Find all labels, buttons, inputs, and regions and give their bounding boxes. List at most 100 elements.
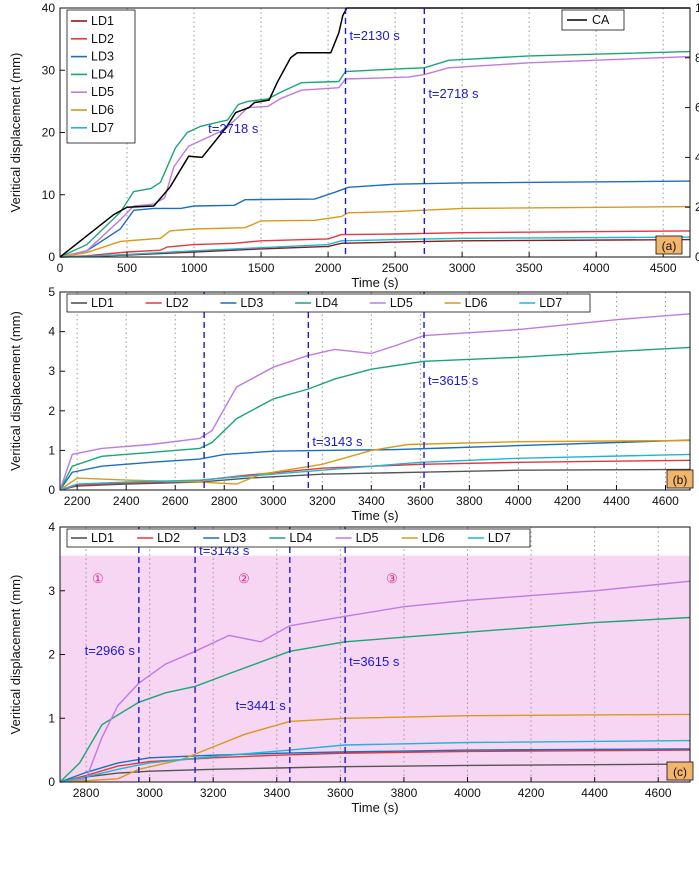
legend: LD1 LD2 LD3 LD4 LD5 LD6 LD7 bbox=[66, 528, 531, 548]
y-tick-label: 10 bbox=[42, 188, 56, 202]
legend-entry: LD3 bbox=[240, 296, 263, 310]
panel-label: (b) bbox=[673, 473, 688, 487]
y2-tick-label: 80 bbox=[695, 51, 699, 65]
x-tick-label: 4000 bbox=[505, 494, 532, 508]
legend-entry: LD2 bbox=[166, 296, 189, 310]
legend-entry: LD5 bbox=[91, 85, 114, 99]
panel-1: 020406080100Centrifugal acceleration (mm… bbox=[8, 1, 699, 290]
x-tick-label: 2000 bbox=[315, 261, 342, 275]
event-label: t=3143 s bbox=[312, 434, 363, 449]
x-tick-label: 3800 bbox=[391, 786, 418, 800]
x-tick-label: 4400 bbox=[581, 786, 608, 800]
legend: LD1 LD2 LD3 LD4 LD5 LD6 LD7 bbox=[66, 293, 591, 313]
x-tick-label: 500 bbox=[117, 261, 137, 275]
x-tick-label: 4200 bbox=[554, 494, 581, 508]
legend-entry: LD3 bbox=[91, 50, 114, 64]
series-ld1 bbox=[59, 238, 691, 258]
legend-ca-label: CA bbox=[592, 13, 610, 27]
y-tick-label: 0 bbox=[48, 250, 55, 264]
x-tick-label: 0 bbox=[57, 261, 64, 275]
y2-tick-label: 20 bbox=[695, 200, 699, 214]
series-ld5 bbox=[59, 55, 691, 258]
legend-entry: LD1 bbox=[91, 14, 114, 28]
legend-entry: LD2 bbox=[91, 32, 114, 46]
y-axis-title: Veritical displacement (mm) bbox=[8, 575, 23, 735]
legend-entry: LD6 bbox=[91, 103, 114, 117]
series-ld6 bbox=[59, 713, 691, 783]
panel-label-box bbox=[666, 761, 694, 781]
series-ld7 bbox=[59, 236, 691, 258]
legend-entry: LD6 bbox=[422, 531, 445, 545]
x-tick-label: 3000 bbox=[449, 261, 476, 275]
x-axis-title: Time (s) bbox=[351, 275, 398, 290]
panel-label: (a) bbox=[662, 239, 677, 253]
series-ld4 bbox=[59, 346, 691, 491]
x-tick-label: 4600 bbox=[652, 494, 679, 508]
legend-entry: LD4 bbox=[315, 296, 338, 310]
y-tick-label: 30 bbox=[42, 63, 56, 77]
series-ca bbox=[59, 7, 690, 258]
x-tick-label: 3600 bbox=[327, 786, 354, 800]
x-tick-label: 2400 bbox=[113, 494, 140, 508]
x-tick-label: 4200 bbox=[518, 786, 545, 800]
event-label: t=3441 s bbox=[236, 698, 287, 713]
event-label: t=2966 s bbox=[85, 643, 136, 658]
x-tick-label: 4000 bbox=[583, 261, 610, 275]
legend-entry: LD3 bbox=[223, 531, 246, 545]
x-axis-title: Time (s) bbox=[351, 508, 398, 523]
legend-entry: LD4 bbox=[91, 67, 114, 81]
y2-tick-label: 100 bbox=[695, 1, 699, 15]
series-ld3 bbox=[59, 439, 691, 491]
y-axis-title: Veritical displacement (mm) bbox=[8, 311, 23, 471]
y-tick-label: 3 bbox=[48, 584, 55, 598]
series-ld6 bbox=[59, 439, 691, 491]
y-tick-label: 1 bbox=[48, 711, 55, 725]
y-tick-label: 40 bbox=[42, 1, 56, 15]
plot-frame bbox=[59, 291, 691, 491]
y-tick-label: 4 bbox=[48, 520, 55, 534]
legend-box bbox=[66, 9, 136, 144]
legend-entry: LD1 bbox=[91, 296, 114, 310]
stage-label: ① bbox=[92, 571, 104, 586]
series-ld5 bbox=[59, 580, 691, 783]
x-tick-label: 4500 bbox=[650, 261, 677, 275]
y-tick-label: 20 bbox=[42, 126, 56, 140]
y2-tick-label: 60 bbox=[695, 101, 699, 115]
x-tick-label: 4000 bbox=[454, 786, 481, 800]
stage-label: ③ bbox=[386, 571, 398, 586]
legend-entry: LD7 bbox=[91, 121, 114, 135]
legend-entry: LD5 bbox=[356, 531, 379, 545]
series-ld5 bbox=[59, 313, 691, 491]
series-ld6 bbox=[59, 205, 691, 258]
event-label: t=3615 s bbox=[349, 654, 400, 669]
y-tick-label: 3 bbox=[48, 364, 55, 378]
series-ld7 bbox=[59, 739, 691, 783]
panel-label: (c) bbox=[673, 765, 687, 779]
y-tick-label: 0 bbox=[48, 775, 55, 789]
series-ld3 bbox=[59, 748, 691, 783]
x-axis-title: Time (s) bbox=[351, 800, 398, 815]
y-tick-label: 0 bbox=[48, 483, 55, 497]
legend-entry: LD7 bbox=[539, 296, 562, 310]
x-tick-label: 1500 bbox=[248, 261, 275, 275]
x-tick-label: 3400 bbox=[263, 786, 290, 800]
y2-tick-label: 0 bbox=[695, 250, 699, 264]
y-tick-label: 2 bbox=[48, 648, 55, 662]
x-tick-label: 3200 bbox=[309, 494, 336, 508]
x-tick-label: 3800 bbox=[456, 494, 483, 508]
x-tick-label: 2800 bbox=[73, 786, 100, 800]
y-tick-label: 1 bbox=[48, 443, 55, 457]
event-label: t=2718 s bbox=[428, 86, 479, 101]
x-tick-label: 3600 bbox=[407, 494, 434, 508]
legend: LD1 LD2 LD3 LD4 LD5 LD6 LD7 bbox=[66, 9, 136, 144]
event-label: t=2130 s bbox=[350, 28, 401, 43]
series-ld1 bbox=[59, 763, 691, 783]
x-tick-label: 3200 bbox=[200, 786, 227, 800]
x-tick-label: 2800 bbox=[211, 494, 238, 508]
x-tick-label: 3500 bbox=[516, 261, 543, 275]
event-label: t=3615 s bbox=[428, 373, 479, 388]
x-tick-label: 1000 bbox=[181, 261, 208, 275]
